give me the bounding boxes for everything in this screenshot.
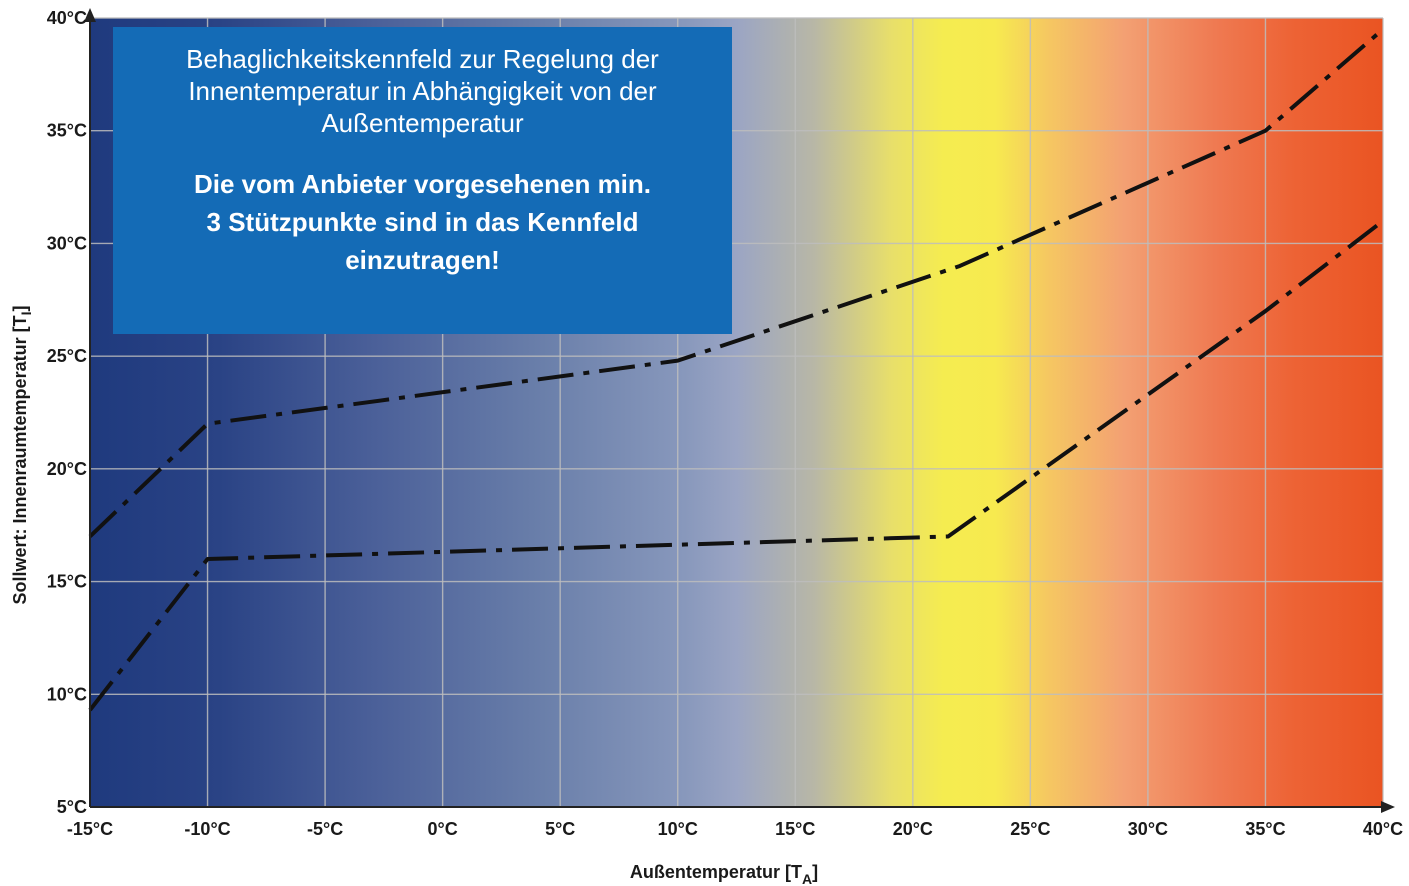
x-tick-label: -5°C (307, 819, 343, 839)
y-axis-title: Sollwert: Innenraumtemperatur [TI] (10, 306, 34, 605)
x-tick-label: 30°C (1128, 819, 1168, 839)
x-tick-label: -15°C (67, 819, 113, 839)
x-tick-label: 0°C (428, 819, 458, 839)
x-tick-label: 15°C (775, 819, 815, 839)
y-axis-title-close: ] (10, 306, 30, 312)
y-tick-label: 5°C (57, 797, 87, 817)
y-tick-label: 40°C (47, 8, 87, 28)
info-line-2: Innentemperatur in Abhängigkeit von der (188, 76, 657, 106)
axes (84, 8, 1395, 813)
y-tick-label: 35°C (47, 121, 87, 141)
x-tick-label: 20°C (893, 819, 933, 839)
y-tick-label: 10°C (47, 684, 87, 704)
x-tick-labels: -15°C -10°C -5°C 0°C 5°C 10°C 15°C 20°C 25°C 30°C… (67, 819, 1403, 839)
series-2-line (88, 219, 1385, 712)
x-axis-title-subscript: A (802, 871, 812, 886)
y-tick-label: 25°C (47, 346, 87, 366)
y-tick-label: 30°C (47, 233, 87, 253)
info-box: Behaglichkeitskennfeld zur Regelung der … (113, 27, 732, 334)
series-layer (88, 27, 1385, 712)
series-1-line (88, 27, 1385, 538)
x-tick-label: 10°C (658, 819, 698, 839)
x-tick-label: 5°C (545, 819, 575, 839)
x-axis-title-close: ] (812, 862, 818, 882)
x-axis-title: Außentemperatur [TA] (630, 862, 818, 886)
info-line-3: Außentemperatur (321, 108, 524, 138)
info-line-1: Behaglichkeitskennfeld zur Regelung der (186, 44, 659, 74)
info-bold-line-3: einzutragen! (345, 245, 500, 275)
x-tick-label: 35°C (1245, 819, 1285, 839)
info-bold-line-1: Die vom Anbieter vorgesehenen min. (193, 169, 652, 199)
y-tick-labels: 5°C 10°C 15°C 20°C 25°C 30°C 35°C 40°C (47, 8, 87, 817)
x-axis-arrow (1381, 801, 1395, 813)
info-bold-line-2: 3 Stützpunkte sind in das Kennfeld (206, 207, 639, 237)
x-tick-label: 25°C (1010, 819, 1050, 839)
x-tick-label: 40°C (1363, 819, 1403, 839)
x-tick-label: -10°C (184, 819, 230, 839)
y-axis-arrow (84, 8, 96, 22)
y-tick-label: 15°C (47, 572, 87, 592)
y-axis-title-subscript: I (18, 312, 34, 316)
y-tick-label: 20°C (47, 459, 87, 479)
